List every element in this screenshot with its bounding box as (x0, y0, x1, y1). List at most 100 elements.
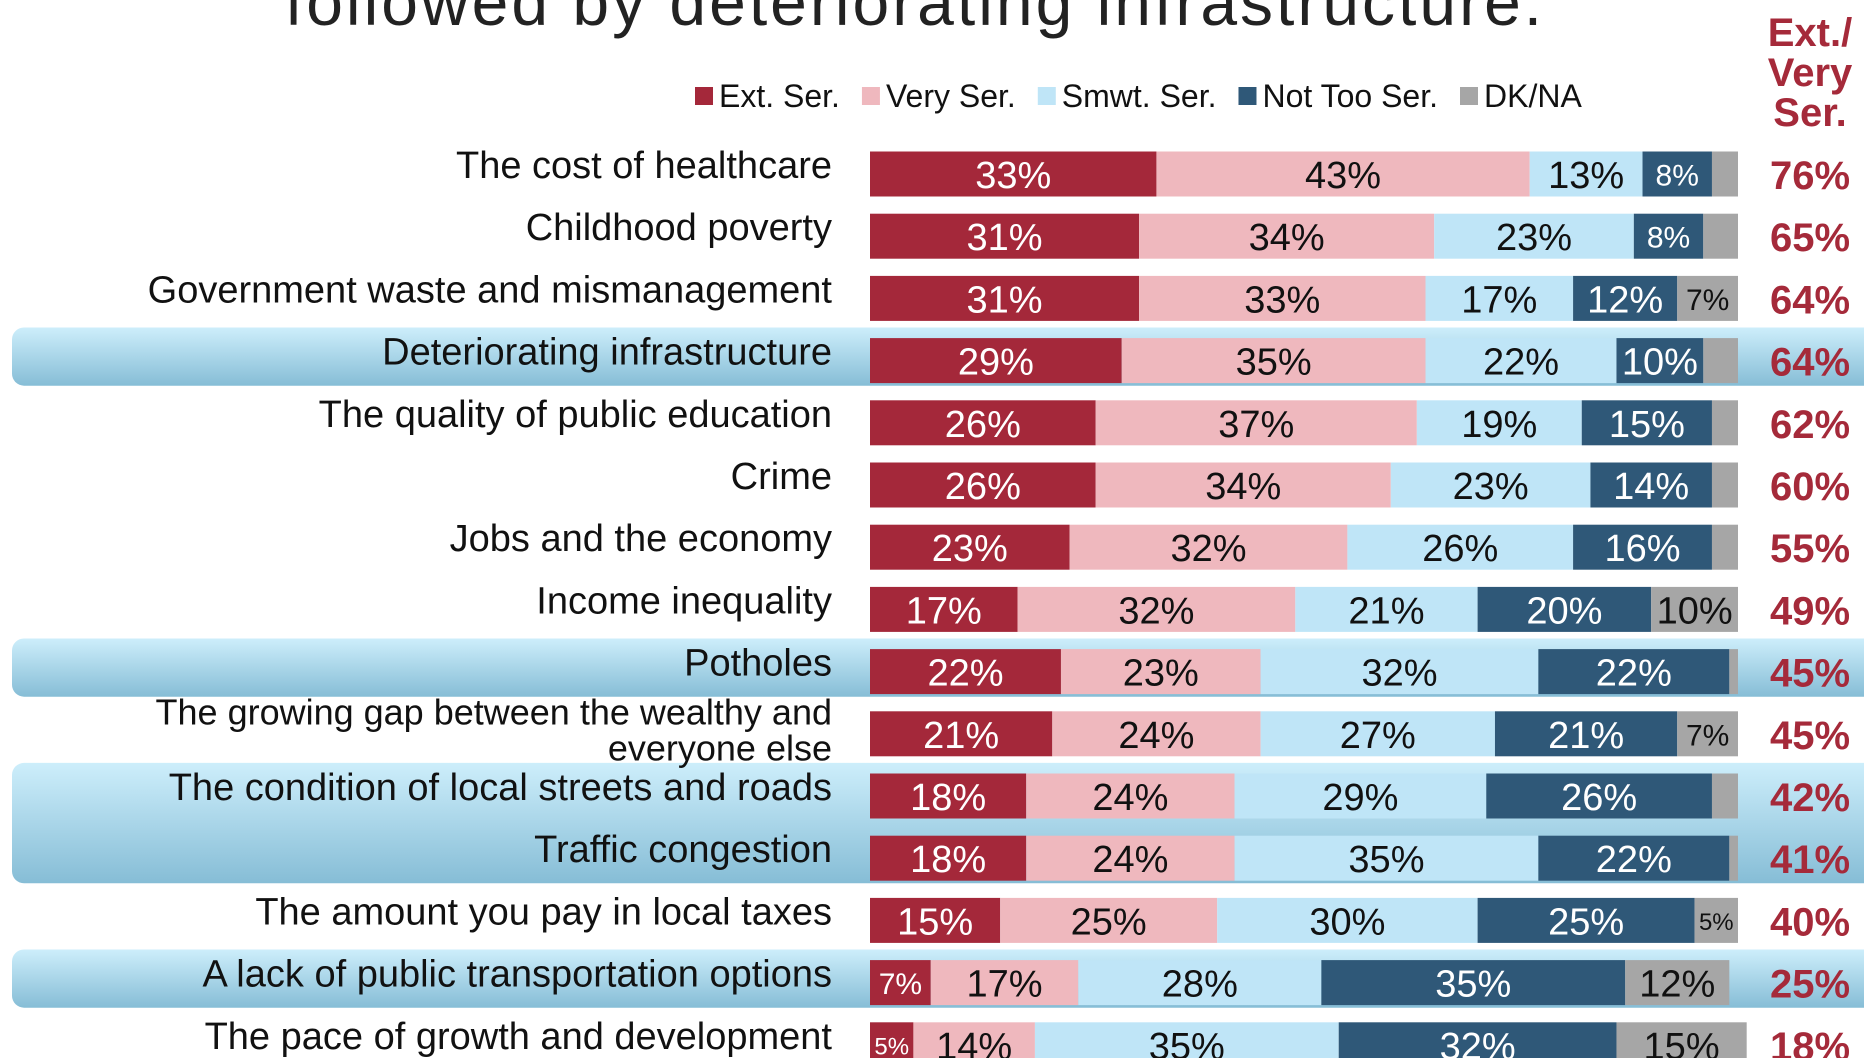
category-label: Income inequality (536, 580, 832, 622)
value-label: 24% (1092, 777, 1168, 819)
value-label: 15% (1609, 404, 1685, 446)
bar-segment (870, 835, 1027, 881)
bar-segment (1260, 649, 1539, 695)
bar-segment (1573, 524, 1712, 570)
bar-segment (870, 400, 1096, 446)
category-label: The cost of healthcare (456, 145, 832, 187)
value-label: 22% (1596, 839, 1672, 881)
value-label: 12% (1587, 279, 1663, 321)
total-label: 62% (1770, 403, 1850, 447)
total-label: 41% (1770, 838, 1850, 882)
legend-swatch (1037, 87, 1056, 105)
category-label: everyone else (608, 727, 832, 768)
bar-segment (1494, 711, 1678, 757)
bar-segment (870, 462, 1096, 508)
bar-segment (1711, 462, 1738, 508)
bar-segment (1139, 213, 1435, 259)
value-label: 30% (1309, 901, 1385, 943)
total-header: Very (1768, 51, 1853, 95)
bar-segment (870, 773, 1027, 819)
value-label: 10% (1622, 342, 1698, 384)
value-label: 35% (1435, 964, 1511, 1006)
value-label: 31% (967, 217, 1043, 259)
value-label: 26% (1422, 528, 1498, 570)
legend-label: Ext. Ser. (719, 78, 840, 114)
bar-segment (870, 338, 1122, 384)
bar-segment (1581, 400, 1712, 446)
bar-segment (1711, 773, 1738, 819)
category-label: The amount you pay in local taxes (255, 891, 832, 933)
value-label: 34% (1205, 466, 1281, 508)
bar-segment (870, 897, 1001, 943)
bar-segment (1390, 462, 1591, 508)
total-label: 76% (1770, 154, 1850, 198)
value-label: 5% (1699, 909, 1734, 936)
value-label: 29% (1322, 777, 1398, 819)
bar-segment (1538, 835, 1730, 881)
value-label: 25% (1071, 901, 1147, 943)
value-label: 5% (874, 1033, 909, 1058)
bar-segment (1000, 897, 1218, 943)
total-label: 42% (1770, 776, 1850, 820)
bar-segment (1711, 524, 1738, 570)
bar-segment (1711, 400, 1738, 446)
bar-segment (1529, 151, 1643, 197)
bar-segment (1234, 773, 1487, 819)
value-label: 24% (1092, 839, 1168, 881)
category-label: The growing gap between the wealthy and (156, 691, 832, 732)
value-label: 21% (923, 715, 999, 757)
bar-segment (870, 960, 931, 1006)
bar-segment (1069, 524, 1348, 570)
bar-segment (870, 213, 1140, 259)
category-label: Deteriorating infrastructure (382, 332, 832, 374)
value-label: 16% (1604, 528, 1680, 570)
bar-segment (1573, 275, 1678, 321)
value-label: 7% (879, 968, 922, 1001)
total-label: 65% (1770, 216, 1850, 260)
value-label: 35% (1149, 1026, 1225, 1058)
total-label: 55% (1770, 527, 1850, 571)
value-label: 43% (1305, 155, 1381, 197)
bar-segment (930, 960, 1079, 1006)
bar-segment (1590, 462, 1712, 508)
legend-label: Smwt. Ser. (1062, 78, 1217, 114)
bar-segment (1677, 711, 1738, 757)
bar-segment (1642, 151, 1712, 197)
value-label: 17% (967, 964, 1043, 1006)
value-label: 17% (906, 590, 982, 632)
value-label: 7% (1686, 284, 1729, 317)
bar-segment (1095, 462, 1391, 508)
value-label: 28% (1162, 964, 1238, 1006)
category-label: The quality of public education (319, 394, 832, 436)
value-label: 14% (1613, 466, 1689, 508)
total-label: 45% (1770, 652, 1850, 696)
value-label: 26% (1561, 777, 1637, 819)
value-label: 34% (1249, 217, 1325, 259)
bar-segment (1416, 400, 1582, 446)
value-label: 23% (932, 528, 1008, 570)
value-label: 23% (1453, 466, 1529, 508)
total-label: 40% (1770, 900, 1850, 944)
bar-segment (1625, 960, 1730, 1006)
bar-segment (870, 711, 1053, 757)
bar-segment (1694, 897, 1738, 943)
value-label: 7% (1686, 719, 1729, 752)
bar-segment (1425, 275, 1574, 321)
bar-segment (1017, 586, 1296, 632)
bar-segment (1703, 338, 1738, 384)
value-label: 37% (1218, 404, 1294, 446)
value-label: 19% (1461, 404, 1537, 446)
bar-segment (1260, 711, 1495, 757)
value-label: 18% (910, 777, 986, 819)
bar-segment (1347, 524, 1574, 570)
bar-segment (1234, 835, 1539, 881)
legend-swatch (861, 87, 880, 105)
bar-segment (1321, 960, 1626, 1006)
value-label: 33% (975, 155, 1051, 197)
value-label: 18% (910, 839, 986, 881)
value-label: 17% (1461, 279, 1537, 321)
value-label: 32% (1440, 1026, 1516, 1058)
value-label: 13% (1548, 155, 1624, 197)
bar-segment (1486, 773, 1712, 819)
value-label: 33% (1244, 279, 1320, 321)
